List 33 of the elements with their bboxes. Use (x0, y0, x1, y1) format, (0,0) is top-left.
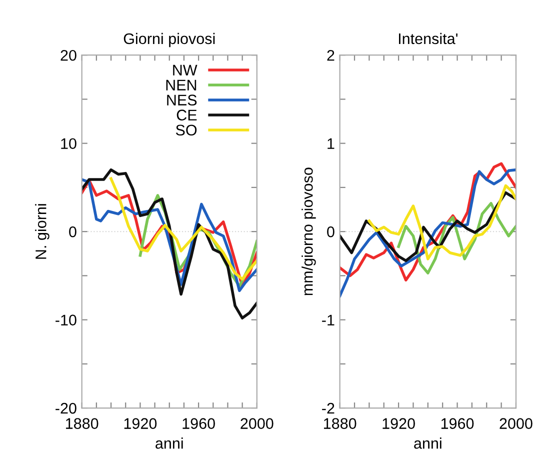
x-tick-label: 1960 (182, 418, 215, 429)
x-tick-label: 1920 (382, 418, 415, 429)
y-tick-label: -20 (56, 402, 76, 414)
y-tick-label: -1 (322, 314, 334, 326)
y-tick-label: 0 (69, 226, 76, 238)
legend-label: CE (176, 110, 197, 121)
x-axis-title: anni (156, 438, 183, 449)
legend-label: NW (173, 64, 198, 76)
y-tick-label: 20 (60, 50, 76, 61)
y-tick-label: 2 (327, 50, 334, 61)
x-axis-title: anni (414, 438, 442, 449)
y-axis-title: mm/giorno piovoso (302, 168, 316, 296)
y-tick-label: 1 (328, 138, 334, 149)
x-tick-label: 2000 (240, 418, 274, 429)
y-tick-label: -2 (322, 402, 334, 414)
y-axis-title: N. giorni (35, 204, 50, 259)
legend-label: SO (176, 124, 197, 136)
line-series (340, 168, 516, 298)
y-tick-label: -10 (56, 314, 76, 326)
x-tick-label: 1920 (124, 418, 157, 429)
line-series (82, 168, 257, 320)
y-tick-label: 10 (61, 138, 76, 150)
y-tick-label: 0 (327, 226, 334, 238)
x-tick-label: 2000 (500, 418, 532, 429)
x-tick-label: 1960 (441, 418, 474, 429)
chart-title: Giorni piovosi (124, 32, 215, 48)
x-tick-label: 1880 (66, 418, 98, 429)
line-series (368, 184, 516, 260)
chart-title: Intensita' (398, 32, 458, 44)
legend-label: NEN (166, 80, 196, 90)
line-series (110, 177, 257, 281)
legend-label: NES (167, 94, 197, 106)
x-tick-label: 1880 (324, 418, 356, 429)
